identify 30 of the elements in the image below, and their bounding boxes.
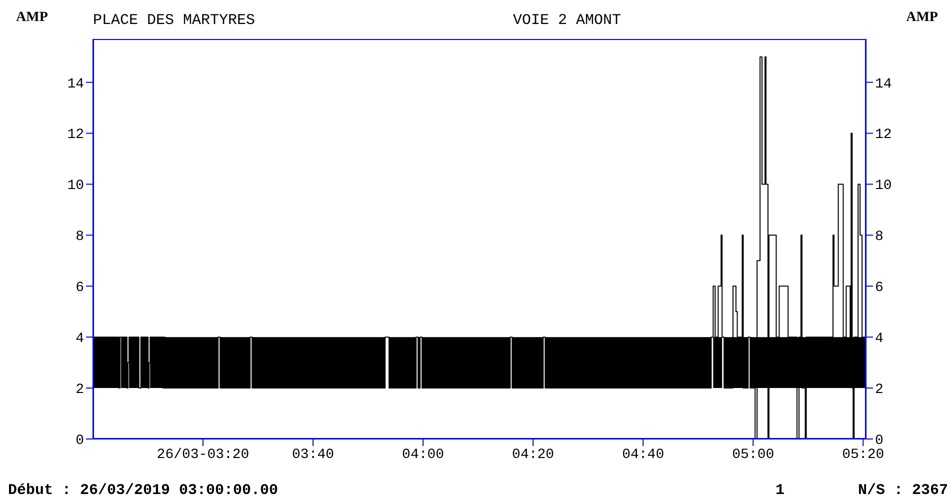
y2-axis-title: AMP bbox=[906, 10, 938, 26]
x-tick-label: 03:40 bbox=[292, 446, 334, 463]
x-tick-label: 05:00 bbox=[732, 446, 774, 463]
y2-tick-label: 2 bbox=[875, 382, 884, 398]
y-tick-label: 12 bbox=[67, 127, 84, 144]
y-tick-label: 8 bbox=[76, 229, 84, 246]
y2-tick-label: 12 bbox=[875, 127, 892, 144]
x-tick-label: 04:20 bbox=[512, 446, 554, 463]
chart-title: PLACE DES MARTYRES bbox=[93, 12, 256, 29]
y-tick-label: 4 bbox=[76, 331, 84, 348]
x-tick-label: 05:20 bbox=[842, 446, 884, 463]
y2-tick-label: 8 bbox=[875, 229, 884, 246]
y2-tick-label: 14 bbox=[875, 76, 892, 92]
y-tick-label: 14 bbox=[67, 76, 84, 92]
y-tick-label: 10 bbox=[67, 178, 84, 194]
text: Début : 26/03/2019 03:00:00.00 bbox=[8, 482, 278, 499]
text: N/S : 2367 bbox=[858, 482, 948, 499]
y-tick-label: 0 bbox=[76, 432, 84, 449]
chart-subtitle: VOIE 2 AMONT bbox=[512, 12, 622, 29]
y-tick-label: 6 bbox=[76, 280, 84, 296]
y2-tick-label: 10 bbox=[875, 178, 892, 194]
x-tick-label: 04:00 bbox=[402, 446, 444, 463]
y-tick-label: 2 bbox=[76, 382, 84, 398]
x-tick-label: 04:40 bbox=[622, 446, 664, 463]
x-tick-label: 26/03-03:20 bbox=[156, 446, 250, 463]
text: 1 bbox=[775, 482, 784, 499]
y2-tick-label: 0 bbox=[875, 432, 884, 449]
y2-tick-label: 6 bbox=[875, 280, 884, 296]
y2-tick-label: 4 bbox=[875, 331, 884, 348]
y-axis-title: AMP bbox=[16, 10, 48, 26]
